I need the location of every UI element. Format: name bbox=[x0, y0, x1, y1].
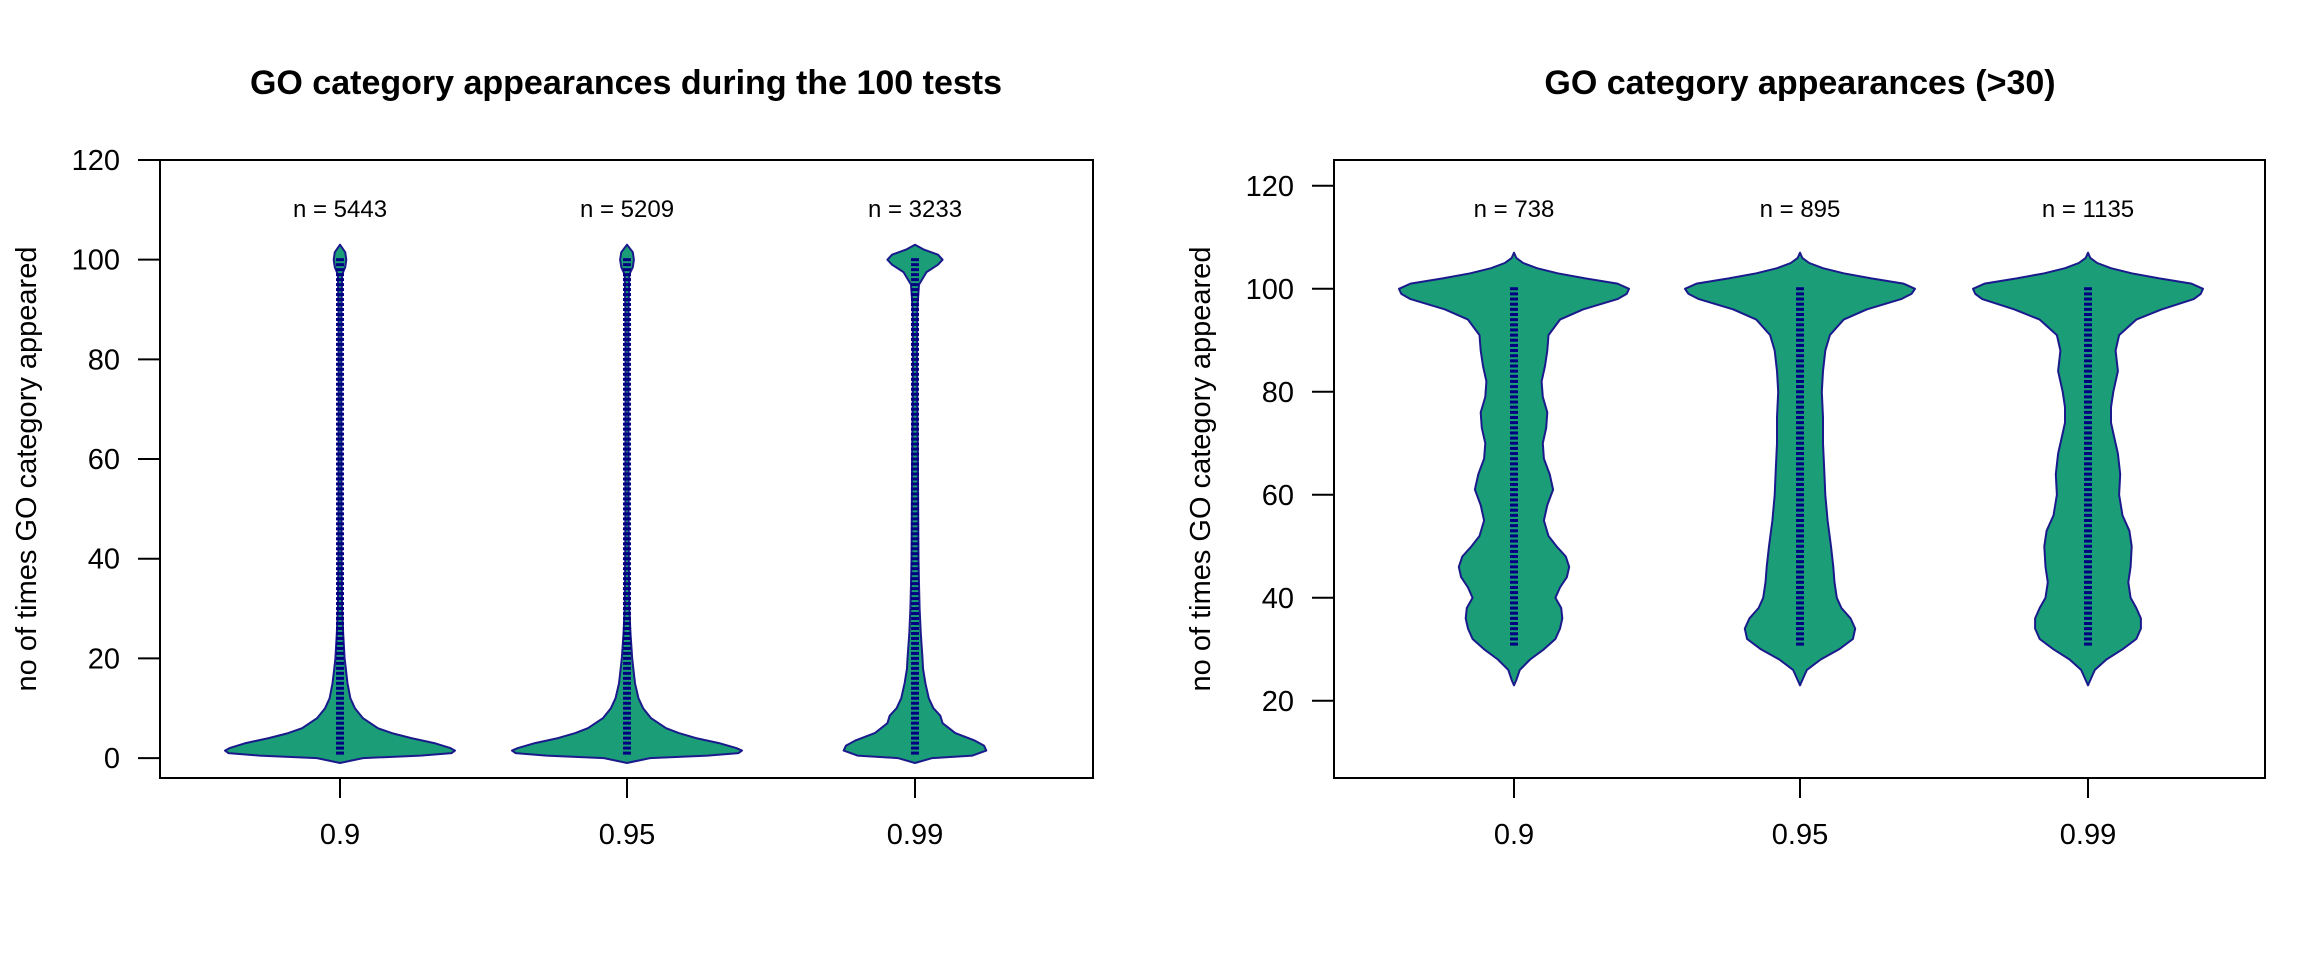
y-tick-label: 40 bbox=[88, 544, 120, 576]
y-tick-label: 20 bbox=[1262, 686, 1294, 718]
x-tick-label: 0.99 bbox=[887, 819, 943, 851]
x-tick-label: 0.9 bbox=[320, 819, 360, 851]
y-tick-label: 100 bbox=[72, 245, 120, 277]
y-axis-label: no of times GO category appeared bbox=[11, 247, 43, 692]
x-tick-label: 0.95 bbox=[1772, 819, 1828, 851]
y-tick-label: 60 bbox=[1262, 480, 1294, 512]
y-tick-label: 60 bbox=[88, 444, 120, 476]
x-tick-label: 0.99 bbox=[2060, 819, 2116, 851]
x-tick-label: 0.9 bbox=[1494, 819, 1534, 851]
y-tick-label: 80 bbox=[1262, 377, 1294, 409]
count-label: n = 3233 bbox=[868, 196, 962, 223]
violin-points-0.9 bbox=[1510, 287, 1518, 646]
x-tick-label: 0.95 bbox=[599, 819, 655, 851]
plot-frame bbox=[159, 159, 1094, 779]
violin-points-0.99 bbox=[2084, 287, 2092, 646]
y-tick-label: 20 bbox=[88, 643, 120, 675]
panel-2: GO category appearances (>30) 20 40 60 80 100… bbox=[1185, 64, 2266, 851]
violin-points-0.95 bbox=[623, 258, 631, 755]
count-label: n = 5209 bbox=[580, 196, 674, 223]
violin-points-0.9 bbox=[336, 258, 344, 755]
violin-points-0.95 bbox=[1796, 287, 1804, 646]
y-tick-label: 120 bbox=[72, 145, 120, 177]
y-tick-label: 80 bbox=[88, 344, 120, 376]
y-axis: 0 20 40 60 80 100 120 bbox=[72, 145, 160, 775]
chart-title: GO category appearances during the 100 t… bbox=[250, 64, 1002, 102]
plot-frame bbox=[1333, 159, 2266, 779]
y-tick-label: 100 bbox=[1246, 274, 1294, 306]
chart-title: GO category appearances (>30) bbox=[1544, 64, 2055, 102]
count-label: n = 5443 bbox=[293, 196, 387, 223]
violin-points-0.99 bbox=[911, 258, 919, 755]
y-tick-label: 120 bbox=[1246, 171, 1294, 203]
y-axis: 20 40 60 80 100 120 bbox=[1246, 171, 1334, 718]
x-axis: 0.9 0.95 0.99 bbox=[320, 778, 943, 851]
count-label: n = 738 bbox=[1474, 196, 1555, 223]
x-axis: 0.9 0.95 0.99 bbox=[1494, 778, 2116, 851]
panel-1: GO category appearances during the 100 t… bbox=[11, 64, 1094, 851]
y-tick-label: 40 bbox=[1262, 583, 1294, 615]
y-tick-label: 0 bbox=[104, 743, 120, 775]
y-axis-label: no of times GO category appeared bbox=[1185, 247, 1217, 692]
count-label: n = 1135 bbox=[2042, 196, 2134, 223]
count-label: n = 895 bbox=[1760, 196, 1841, 223]
